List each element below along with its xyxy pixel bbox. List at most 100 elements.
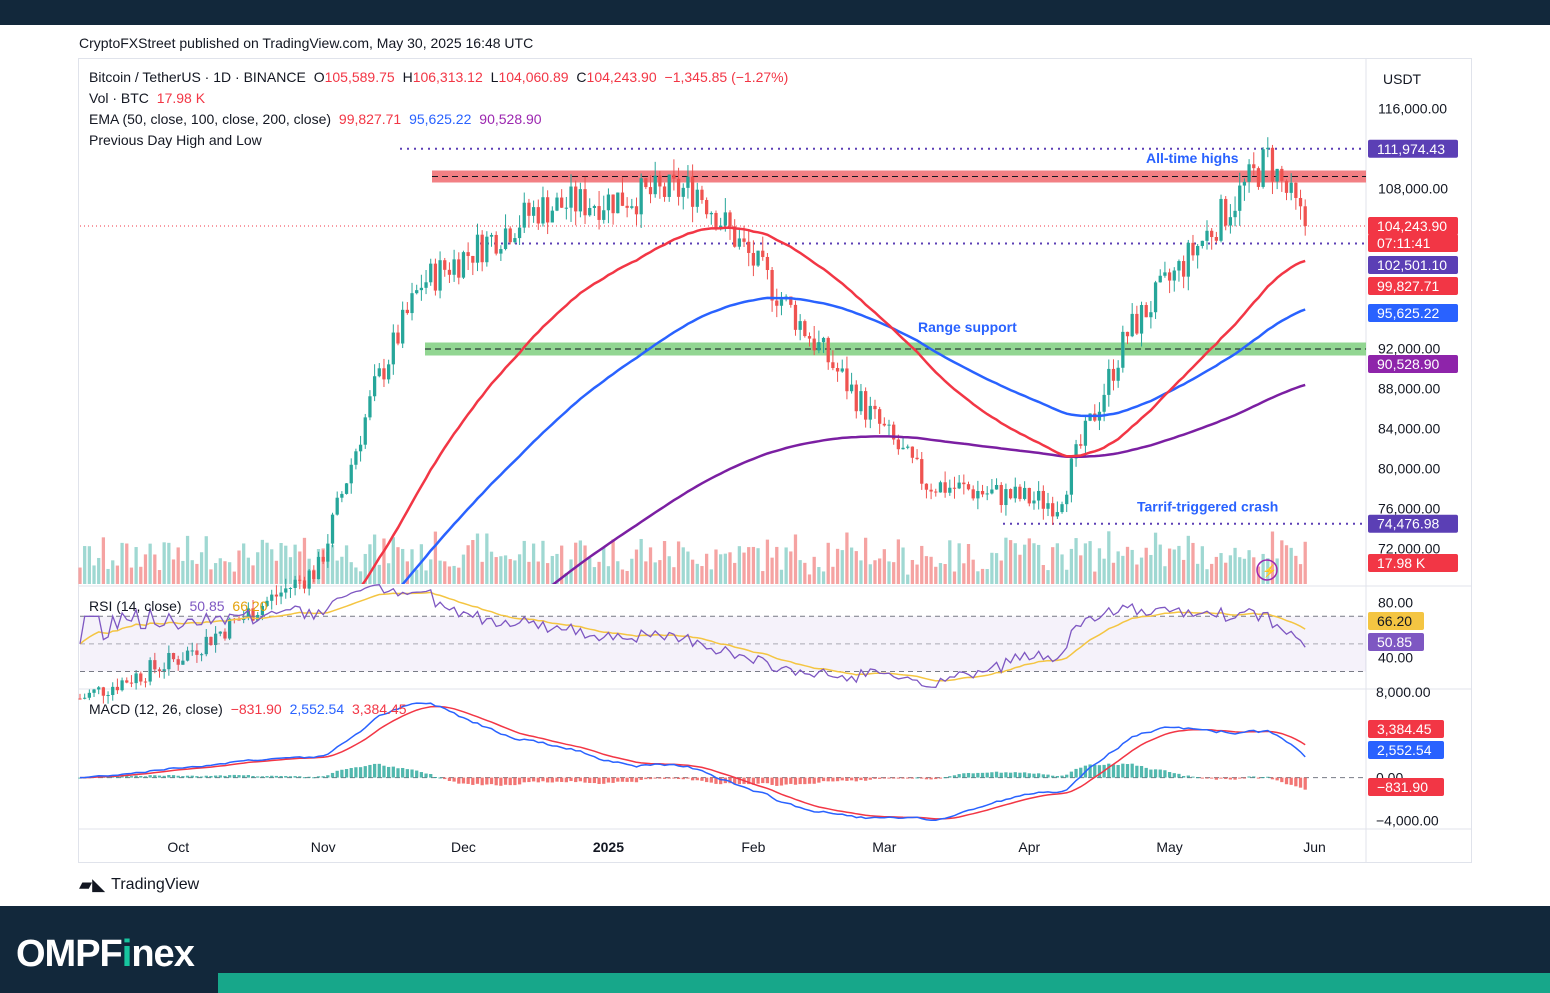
pdhl-legend: Previous Day High and Low	[89, 132, 266, 148]
macd-hist-bar	[1303, 777, 1307, 790]
ema-label[interactable]: EMA (50, close, 100, close, 200, close)	[89, 111, 332, 127]
volume-bar	[1055, 543, 1059, 584]
volume-bar	[424, 570, 428, 584]
macd-label[interactable]: MACD (12, 26, close)	[89, 701, 223, 717]
volume-bar	[1228, 555, 1233, 584]
candle-body	[826, 337, 830, 363]
candle	[513, 233, 517, 244]
volume-bar	[443, 561, 447, 584]
macd-hist-bar	[340, 769, 344, 778]
candle-body	[751, 252, 756, 266]
volume-bar	[756, 548, 760, 584]
volume-bar	[714, 549, 718, 584]
volume-bar	[985, 569, 989, 584]
candle-body	[531, 207, 536, 216]
macd-hist-bar	[489, 777, 494, 785]
macd-badge: 2,552.54	[1368, 741, 1444, 759]
price-badge-text: 95,625.22	[1377, 305, 1439, 321]
candle	[821, 336, 826, 354]
volume-bar	[508, 559, 512, 584]
volume-bar	[704, 553, 709, 584]
candle-body	[302, 580, 307, 589]
candle	[87, 689, 91, 701]
candle-body	[878, 409, 882, 424]
candle-body	[980, 490, 985, 495]
volume-label[interactable]: Vol · BTC	[89, 90, 149, 106]
macd-hist-bar	[1228, 777, 1233, 780]
candle-body	[1051, 503, 1055, 517]
candle	[1280, 165, 1284, 192]
candle	[78, 693, 82, 700]
price-badge-bg	[1368, 355, 1458, 373]
candle	[1224, 196, 1228, 231]
candle-body	[153, 660, 157, 670]
rsi-label[interactable]: RSI (14, close)	[89, 598, 182, 614]
volume-bar	[396, 547, 400, 584]
candle	[1242, 178, 1247, 201]
macd-hist-bar	[429, 774, 433, 778]
macd-hist-bar	[499, 777, 503, 786]
volume-bar	[751, 546, 756, 584]
candle-body	[115, 686, 120, 691]
volume-bar	[662, 541, 667, 584]
volume-bar	[1032, 543, 1036, 584]
candle-body	[475, 234, 480, 263]
candle-body	[237, 619, 241, 621]
candle	[363, 413, 367, 449]
volume-bar	[667, 556, 671, 584]
candle	[770, 266, 774, 312]
macd-hist-bar	[447, 777, 452, 781]
pdhl-label[interactable]: Previous Day High and Low	[89, 132, 262, 148]
macd-badge-bg	[1368, 778, 1444, 796]
candle	[143, 677, 148, 688]
annotation-all-time-highs: All-time highs	[1146, 150, 1239, 166]
candle	[199, 652, 204, 662]
candle-body	[1149, 312, 1153, 318]
candle-body	[354, 451, 358, 465]
candle	[560, 189, 564, 208]
volume-bar	[639, 538, 643, 584]
candle-body	[447, 269, 452, 275]
volume-bar	[232, 571, 236, 584]
price-badge-text: 111,974.43	[1377, 141, 1445, 157]
macd-hist-bar	[143, 776, 148, 778]
volume-bar	[1121, 555, 1125, 584]
symbol-label[interactable]: Bitcoin / TetherUS · 1D · BINANCE	[89, 69, 306, 85]
volume-bar	[1079, 555, 1083, 584]
volume-bar	[976, 571, 980, 584]
price-badge-bg	[1368, 217, 1458, 236]
macd-hist-bar	[966, 772, 971, 778]
candle-body	[723, 212, 727, 226]
candle	[139, 671, 143, 686]
rsi-ma-line	[79, 591, 1306, 682]
candle-body	[1181, 261, 1186, 277]
volume-bar	[228, 562, 232, 584]
candle	[873, 399, 877, 419]
macd-hist-bar	[326, 775, 330, 778]
macd-hist-bar	[616, 777, 620, 782]
candle-body	[527, 202, 531, 216]
macd-hist-bar	[363, 766, 367, 778]
candle-body	[260, 605, 265, 615]
macd-hist-bar	[1022, 772, 1027, 778]
candle-body	[391, 332, 395, 365]
ema200-line	[551, 383, 1306, 584]
volume-bar	[111, 560, 115, 584]
candle	[1041, 485, 1045, 520]
volume-bar	[438, 560, 442, 584]
volume-bar	[723, 553, 727, 584]
candle	[849, 372, 854, 394]
candle-body	[761, 250, 765, 257]
macd-hist-bar	[260, 776, 265, 778]
candle-body	[466, 252, 470, 256]
price-badge: 17.98 K	[1368, 554, 1458, 572]
candle	[302, 576, 307, 594]
volume-bar	[896, 539, 901, 584]
macd-hist-bar	[1097, 765, 1102, 778]
volume-bar	[564, 572, 568, 584]
candle	[358, 435, 363, 462]
candle-body	[101, 687, 106, 696]
candle	[1219, 194, 1223, 243]
candle-body	[274, 594, 279, 597]
